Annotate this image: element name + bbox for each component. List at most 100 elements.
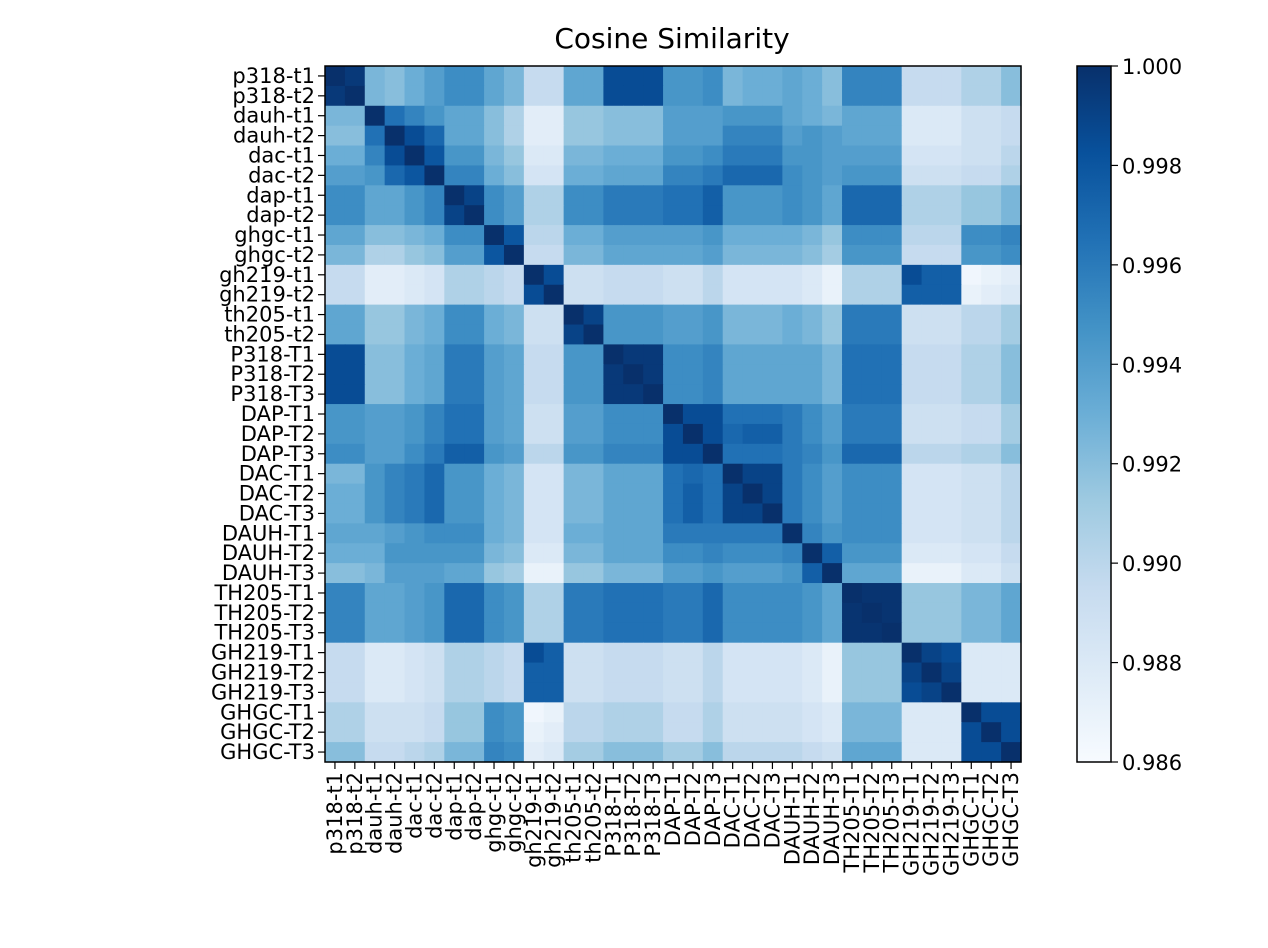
heatmap-cell [344,105,366,127]
heatmap-cell [1001,423,1022,445]
heatmap-cell [523,463,545,485]
y-tick-label: TH205-T2 [213,601,315,625]
heatmap-cell [523,264,545,286]
heatmap-cell [901,225,923,246]
heatmap-cell [444,622,465,644]
heatmap-cell [603,324,624,345]
heatmap-cell [663,105,684,127]
heatmap-cell [643,264,664,286]
heatmap-cell [861,85,883,107]
heatmap-cell [424,742,445,763]
heatmap-cell [623,642,644,664]
heatmap-cell [424,185,445,206]
heatmap-cell [941,105,962,127]
heatmap-cell [682,304,704,326]
heatmap-cell [802,423,823,445]
heatmap-cell [623,264,644,286]
heatmap-cell [523,364,545,385]
heatmap-cell [742,662,764,684]
heatmap-cell [444,404,465,425]
heatmap-cell [543,702,565,723]
heatmap-cell [722,642,744,664]
heatmap-cell [921,264,943,286]
heatmap-cell [583,304,604,326]
heatmap-cell [563,244,585,266]
heatmap-cell [444,742,465,763]
heatmap-cell [961,244,982,266]
heatmap-cell [643,324,664,345]
heatmap-cell [444,284,465,306]
heatmap-cell [842,244,863,266]
heatmap-cell [325,384,346,405]
heatmap-cell [444,463,465,485]
heatmap-cell [364,543,386,564]
heatmap-cell [702,523,724,544]
heatmap-cell [643,105,664,127]
heatmap-cell [842,145,863,167]
heatmap-cell [404,66,426,87]
heatmap-cell [623,682,644,703]
heatmap-cell [822,682,843,703]
heatmap-cell [682,642,704,664]
heatmap-cell [583,602,604,624]
heatmap-cell [444,66,465,87]
heatmap-cell [901,642,923,664]
heatmap-cell [503,105,525,127]
heatmap-cell [981,463,1002,485]
heatmap-cell [782,264,803,286]
heatmap-cell [941,742,962,763]
heatmap-cell [881,583,903,604]
heatmap-cell [523,85,545,107]
heatmap-cell [344,205,366,226]
heatmap-cell [464,543,485,564]
heatmap-cell [822,602,843,624]
heatmap-cell [702,225,724,246]
heatmap-cell [961,344,982,365]
heatmap-cell [901,85,923,107]
heatmap-cell [782,583,803,604]
heatmap-cell [842,483,863,505]
heatmap-cell [643,304,664,326]
heatmap-cell [563,364,585,385]
heatmap-cell [503,225,525,246]
heatmap-cell [623,523,644,544]
heatmap-cell [623,205,644,226]
heatmap-cell [663,682,684,703]
heatmap-cell [643,742,664,763]
x-tick-label: p318-t1 [323,772,347,855]
heatmap-cell [384,404,406,425]
heatmap-cell [702,443,724,465]
heatmap-cell [1001,105,1022,127]
heatmap-cell [344,742,366,763]
heatmap-cell [464,125,485,147]
heatmap-cell [384,443,406,465]
heatmap-cell [782,66,803,87]
heatmap-cell [682,125,704,147]
heatmap-cell [503,503,525,524]
heatmap-cell [523,125,545,147]
heatmap-cell [583,722,604,743]
heatmap-cell [325,185,346,206]
heatmap-cell [563,404,585,425]
heatmap-cell [702,205,724,226]
heatmap-cell [563,463,585,485]
heatmap-cell [961,125,982,147]
heatmap-cell [364,503,386,524]
heatmap-cell [702,185,724,206]
heatmap-cell [802,264,823,286]
heatmap-cell [762,205,783,226]
heatmap-cell [424,404,445,425]
heatmap-cell [543,682,565,703]
heatmap-cell [384,563,406,584]
heatmap-cell [583,264,604,286]
heatmap-cell [921,543,943,564]
heatmap-cell [583,66,604,87]
colorbar-tick-label: 0.994 [1122,353,1182,377]
heatmap-cell [881,742,903,763]
heatmap-cell [523,404,545,425]
heatmap-cell [861,622,883,644]
heatmap-cell [722,304,744,326]
heatmap-cell [404,662,426,684]
heatmap-cell [603,463,624,485]
